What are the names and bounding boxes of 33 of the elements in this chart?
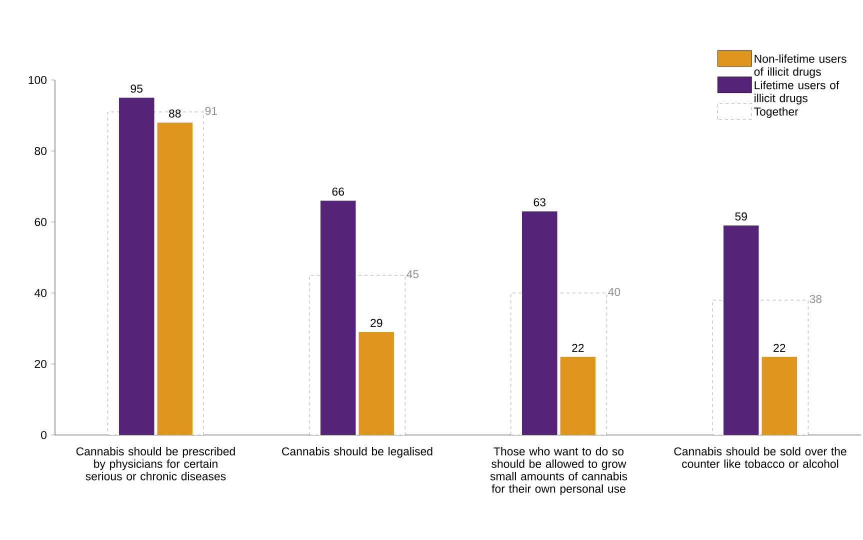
- bar: [358, 332, 394, 435]
- data-label: 59: [735, 212, 747, 221]
- data-label: 66: [332, 188, 344, 196]
- data-label: 63: [534, 198, 546, 206]
- x-tick-label: Cannabis should be legalised: [282, 447, 432, 458]
- legend-label: Together: [754, 107, 798, 118]
- y-tick-label: 100: [28, 76, 47, 84]
- y-tick-label: 20: [34, 360, 47, 368]
- y-tick-label: 80: [34, 146, 47, 156]
- data-label: 91: [205, 106, 217, 115]
- bar: [762, 356, 798, 435]
- x-tick-label: Cannabis should be sold over the counter like tobacco or alcohol: [674, 447, 846, 468]
- bar: [723, 226, 759, 435]
- data-label: 22: [774, 344, 786, 352]
- legend-label: Lifetime users of illicit drugs: [754, 80, 840, 104]
- legend-label: Non-lifetime users of illicit drugs: [754, 54, 846, 78]
- data-label: 40: [608, 288, 620, 296]
- y-tick-label: 40: [34, 288, 47, 298]
- data-label: 45: [406, 270, 419, 278]
- data-label: 22: [572, 344, 584, 352]
- data-label: 88: [169, 109, 181, 118]
- bar: [118, 98, 154, 435]
- data-label: 29: [370, 318, 382, 328]
- bar: [522, 211, 558, 435]
- bar: [157, 122, 193, 435]
- y-tick-label: 0: [41, 430, 47, 440]
- data-label: 95: [130, 84, 142, 93]
- x-tick-label: Cannabis should be prescribed by physicians for certain serious or chronic diseases: [76, 447, 235, 480]
- bar: [560, 356, 596, 435]
- data-label: 38: [810, 294, 822, 304]
- x-tick-label: Those who want to do so should be allowed to grow small amounts of cannabis for their own personal use: [490, 447, 628, 496]
- bar: [320, 200, 356, 435]
- y-tick-label: 60: [34, 218, 47, 226]
